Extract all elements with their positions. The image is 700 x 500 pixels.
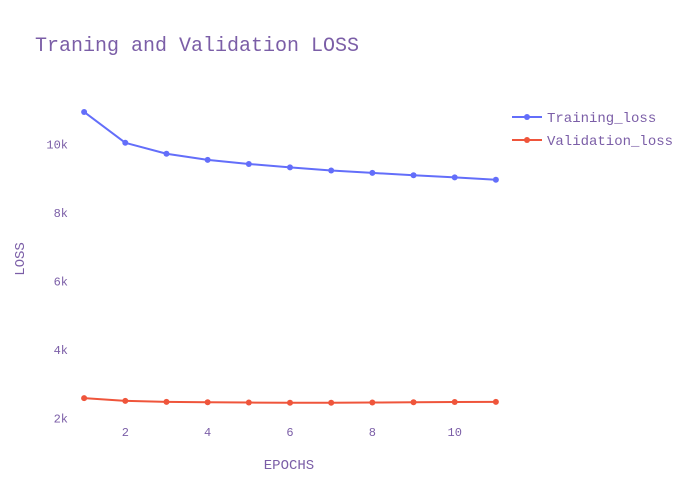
data-point-training_loss[interactable] bbox=[245, 161, 252, 167]
y-tick-label: 6k bbox=[54, 275, 68, 289]
legend[interactable]: Training_loss Validation_loss bbox=[512, 111, 673, 150]
data-point-training_loss[interactable] bbox=[492, 176, 499, 183]
data-point-training_loss[interactable] bbox=[451, 174, 458, 181]
data-point-validation_loss[interactable] bbox=[287, 399, 293, 406]
data-point-validation_loss[interactable] bbox=[245, 399, 252, 406]
y-tick-label: 2k bbox=[54, 412, 68, 426]
legend-marker-training bbox=[524, 114, 530, 120]
x-tick-label: 2 bbox=[122, 426, 129, 440]
data-point-validation_loss[interactable] bbox=[369, 399, 376, 406]
data-point-validation_loss[interactable] bbox=[204, 399, 211, 406]
data-point-training_loss[interactable] bbox=[410, 172, 417, 179]
data-point-validation_loss[interactable] bbox=[122, 397, 129, 404]
data-point-validation_loss[interactable] bbox=[328, 399, 335, 406]
legend-label-validation: Validation_loss bbox=[547, 134, 673, 150]
x-tick-label: 8 bbox=[369, 426, 376, 440]
series-layer bbox=[81, 108, 499, 406]
legend-item-validation[interactable]: Validation_loss bbox=[512, 134, 673, 150]
x-axis-title: EPOCHS bbox=[264, 458, 314, 474]
x-tick-label: 10 bbox=[448, 426, 462, 440]
legend-label-training: Training_loss bbox=[547, 111, 656, 127]
plot-background bbox=[80, 100, 500, 420]
data-point-training_loss[interactable] bbox=[204, 156, 211, 163]
data-point-validation_loss[interactable] bbox=[81, 395, 88, 402]
y-axis-title: LOSS bbox=[13, 242, 29, 276]
y-ticks: 2k 4k 6k 8k 10k bbox=[46, 138, 68, 426]
data-point-training_loss[interactable] bbox=[163, 150, 170, 157]
data-point-training_loss[interactable] bbox=[369, 169, 376, 176]
legend-marker-validation bbox=[524, 137, 530, 143]
y-tick-label: 10k bbox=[46, 138, 68, 152]
data-point-training_loss[interactable] bbox=[287, 164, 293, 171]
legend-item-training[interactable]: Training_loss bbox=[512, 111, 656, 127]
data-point-training_loss[interactable] bbox=[81, 108, 88, 115]
x-ticks: 2 4 6 8 10 bbox=[122, 426, 462, 440]
y-tick-label: 8k bbox=[54, 207, 68, 221]
data-point-validation_loss[interactable] bbox=[163, 398, 170, 405]
x-tick-label: 6 bbox=[286, 426, 293, 440]
chart-title: Traning and Validation LOSS bbox=[35, 35, 359, 58]
data-point-validation_loss[interactable] bbox=[451, 399, 458, 406]
data-point-validation_loss[interactable] bbox=[492, 398, 499, 405]
data-point-validation_loss[interactable] bbox=[410, 399, 417, 406]
data-point-training_loss[interactable] bbox=[122, 139, 129, 146]
x-tick-label: 4 bbox=[204, 426, 211, 440]
y-tick-label: 4k bbox=[54, 344, 68, 358]
data-point-training_loss[interactable] bbox=[328, 167, 335, 174]
